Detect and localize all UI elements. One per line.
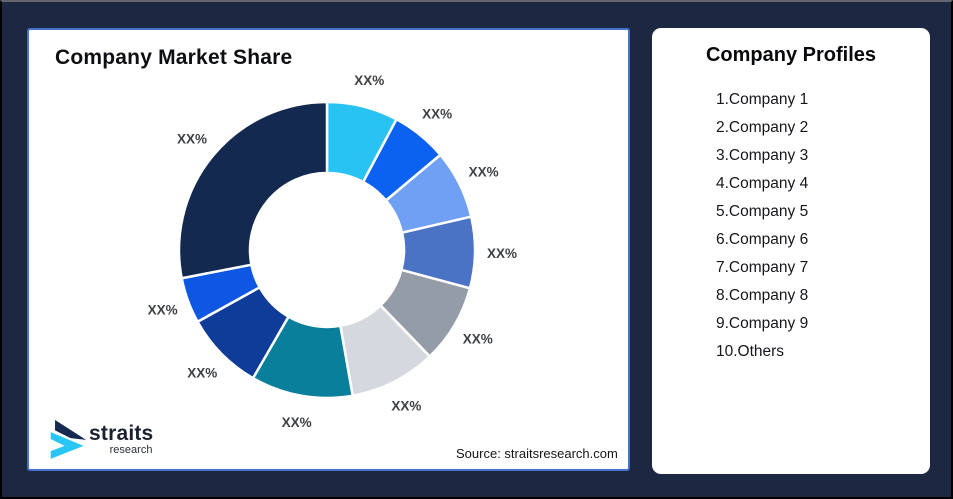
logo-wordmark: straits research — [89, 422, 154, 456]
logo-text-primary: straits — [89, 422, 154, 445]
company-profiles-card: Company Profiles 1.Company 1 2.Company 2 3… — [652, 28, 930, 474]
company-list-item: 5.Company 5 — [716, 203, 809, 220]
logo-arrow-dark — [55, 420, 87, 440]
slice-label: XX% — [391, 399, 421, 414]
profiles-title: Company Profiles — [705, 44, 877, 66]
slice-label: XX% — [177, 131, 207, 146]
logo-arrow-icon — [50, 420, 87, 459]
company-list-item: 3.Company 3 — [716, 147, 809, 164]
straits-research-logo: straits research — [49, 418, 153, 460]
company-list-item: 2.Company 2 — [716, 119, 809, 136]
donut-chart: XX% XX% XX% XX% XX% XX% XX% XX% XX% XX% — [148, 73, 517, 430]
slice-label: XX% — [282, 415, 312, 430]
slice-label: XX% — [354, 73, 384, 88]
company-list-item: 1.Company 1 — [716, 91, 809, 108]
company-list-item: 10.Others — [716, 343, 785, 360]
logo-arrow-cyan — [50, 432, 84, 459]
slice-label: XX% — [187, 365, 217, 380]
logo-text-secondary: research — [109, 444, 153, 456]
company-list-item: 7.Company 7 — [716, 259, 809, 276]
slice-label: XX% — [469, 165, 499, 180]
slice-label: XX% — [422, 107, 452, 122]
slice-label: XX% — [487, 246, 517, 261]
market-share-card: Company Market Share XX% XX% XX% XX% XX% XX% X… — [27, 28, 630, 471]
donut-slice — [177, 100, 329, 280]
slice-label: XX% — [148, 303, 178, 318]
company-list-item: 4.Company 4 — [716, 175, 809, 192]
chart-title: Company Market Share — [55, 46, 293, 69]
source-attribution: Source: straitsresearch.com — [456, 446, 618, 461]
company-list-item: 6.Company 6 — [716, 231, 809, 248]
company-list-item: 8.Company 8 — [716, 287, 809, 304]
company-list: 1.Company 1 2.Company 2 3.Company 3 4.Compa… — [652, 86, 930, 366]
slice-label: XX% — [463, 332, 493, 347]
company-list-item: 9.Company 9 — [716, 315, 809, 332]
